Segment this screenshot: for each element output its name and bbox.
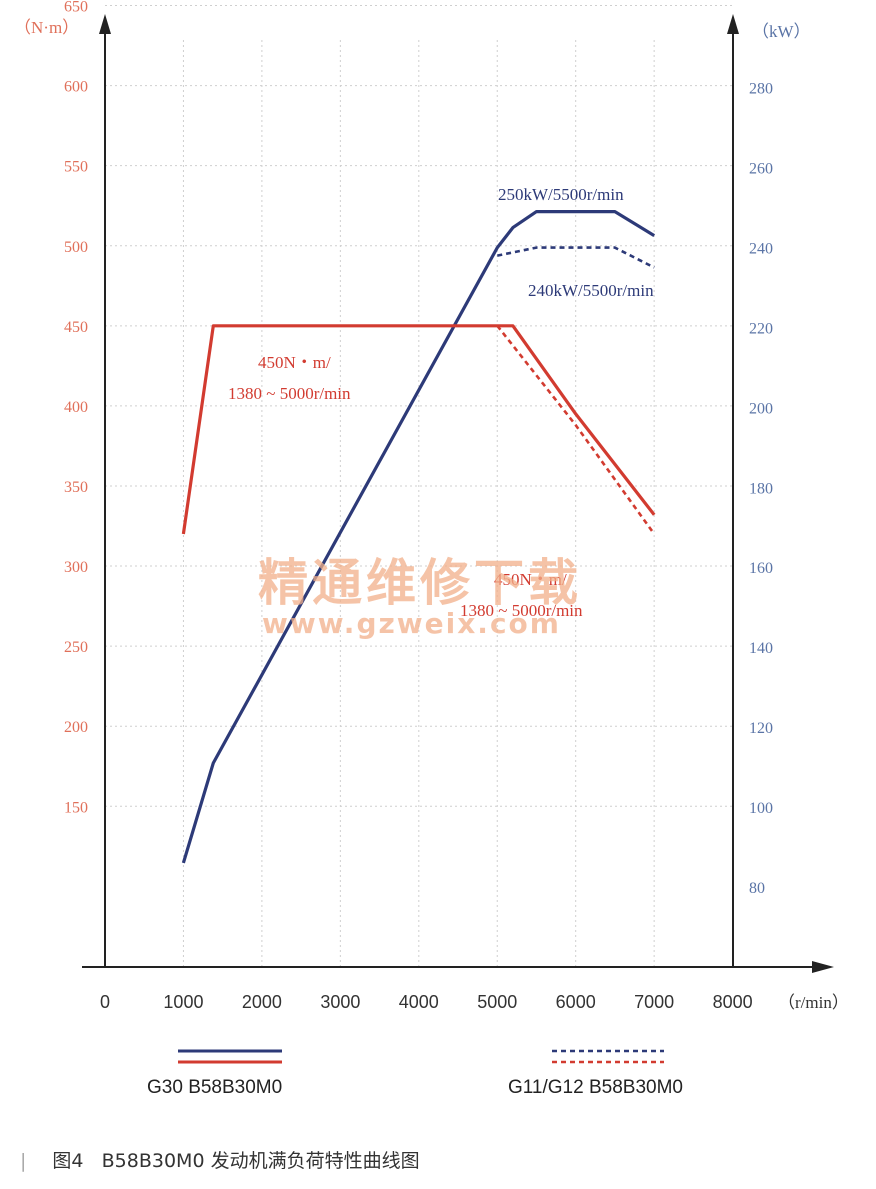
left-tick-250: 250 xyxy=(64,639,88,656)
left-axis-unit: （N·m） xyxy=(14,18,79,37)
left-tick-400: 400 xyxy=(64,399,88,416)
annotation-2: 240kW/5500r/min xyxy=(528,281,654,300)
plot-series xyxy=(181,210,656,864)
caption-figure-number: 图4 xyxy=(52,1150,84,1172)
right-tick-180: 180 xyxy=(749,480,773,497)
right-tick-80: 80 xyxy=(749,880,765,897)
x-tick-1000: 1000 xyxy=(163,992,203,1012)
legend: G30 B58B30M0 G11/G12 B58B30M0 xyxy=(147,1049,683,1098)
grid-lines xyxy=(105,5,733,967)
left-tick-650: 650 xyxy=(64,0,88,16)
x-tick-6000: 6000 xyxy=(556,992,596,1012)
x-tick-4000: 4000 xyxy=(399,992,439,1012)
annotation-1: 250kW/5500r/min xyxy=(498,185,624,204)
tick-labels: （N·m） （kW） （r/min） 150 200 250 300 350 400 450 500… xyxy=(14,0,849,1012)
right-axis-arrow xyxy=(727,14,739,34)
engine-characteristic-chart: （N·m） （kW） （r/min） 150 200 250 300 350 400 450 500… xyxy=(14,0,849,1098)
caption-marker: | xyxy=(20,1150,27,1172)
x-tick-7000: 7000 xyxy=(634,992,674,1012)
x-tick-0: 0 xyxy=(100,992,110,1012)
series-power-dashed-line xyxy=(497,246,655,269)
watermark-title: 精通维修下载 xyxy=(258,554,582,612)
legend-label-solid: G30 B58B30M0 xyxy=(147,1077,282,1098)
figure-caption: | 图4 B58B30M0 发动机满负荷特性曲线图 xyxy=(20,1146,420,1173)
legend-label-dashed: G11/G12 B58B30M0 xyxy=(508,1077,683,1098)
right-tick-160: 160 xyxy=(749,560,773,577)
x-tick-3000: 3000 xyxy=(320,992,360,1012)
left-tick-550: 550 xyxy=(64,159,88,176)
right-tick-240: 240 xyxy=(749,241,773,258)
left-tick-350: 350 xyxy=(64,479,88,496)
annotation-3: 450N・m/ xyxy=(258,353,331,372)
x-tick-5000: 5000 xyxy=(477,992,517,1012)
left-tick-150: 150 xyxy=(64,799,88,816)
annotation-6: 1380 ~ 5000r/min xyxy=(460,601,583,620)
watermark-url: www.gzweix.com xyxy=(262,607,561,640)
annotation-5: 450N・m/ xyxy=(494,570,567,589)
left-tick-200: 200 xyxy=(64,719,88,736)
axes xyxy=(82,14,834,973)
right-tick-120: 120 xyxy=(749,720,773,737)
x-axis-arrow xyxy=(812,961,834,973)
right-tick-140: 140 xyxy=(749,640,773,657)
caption-text: B58B30M0 发动机满负荷特性曲线图 xyxy=(101,1150,420,1172)
series-torque-solid-line xyxy=(181,324,656,535)
x-tick-2000: 2000 xyxy=(242,992,282,1012)
right-tick-220: 220 xyxy=(749,320,773,337)
x-tick-8000: 8000 xyxy=(713,992,753,1012)
right-tick-260: 260 xyxy=(749,161,773,178)
left-axis-arrow xyxy=(99,14,111,34)
annotations: 250kW/5500r/min 240kW/5500r/min 450N・m/138… xyxy=(228,185,654,620)
right-axis-unit: （kW） xyxy=(752,22,811,41)
right-tick-200: 200 xyxy=(749,400,773,417)
left-tick-450: 450 xyxy=(64,319,88,336)
left-tick-500: 500 xyxy=(64,239,88,256)
right-tick-100: 100 xyxy=(749,800,773,817)
left-tick-300: 300 xyxy=(64,559,88,576)
annotation-4: 1380 ~ 5000r/min xyxy=(228,384,351,403)
series-power-solid-line xyxy=(181,210,656,864)
left-tick-600: 600 xyxy=(64,79,88,96)
x-axis-unit: （r/min） xyxy=(778,993,849,1012)
series-torque-dashed-line xyxy=(496,324,656,535)
right-tick-280: 280 xyxy=(749,81,773,98)
